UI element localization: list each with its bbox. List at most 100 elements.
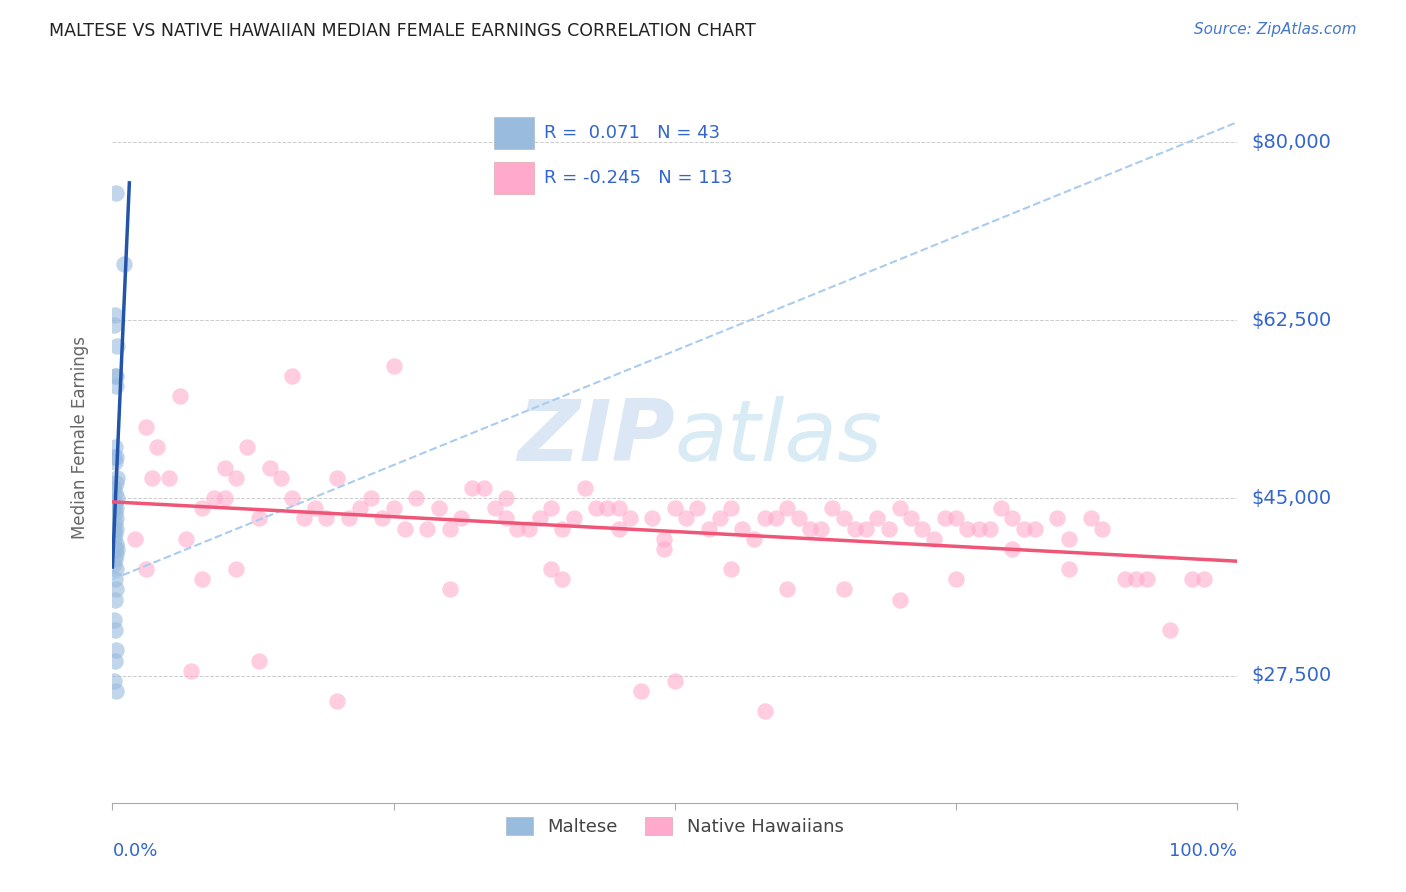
Point xyxy=(495,491,517,505)
Text: 0.0%: 0.0% xyxy=(112,842,157,860)
Point xyxy=(709,511,731,525)
Point xyxy=(754,705,776,719)
Point xyxy=(104,369,127,384)
Point xyxy=(461,481,484,495)
Point xyxy=(104,592,127,607)
Point xyxy=(990,501,1012,516)
Point xyxy=(799,521,821,535)
Point xyxy=(731,521,754,535)
Point xyxy=(1001,541,1024,556)
Point xyxy=(104,572,127,586)
Point xyxy=(1001,511,1024,525)
Y-axis label: Median Female Earnings: Median Female Earnings xyxy=(70,335,89,539)
Point xyxy=(832,582,855,597)
Point xyxy=(517,521,540,535)
Point xyxy=(1024,521,1046,535)
Point xyxy=(304,501,326,516)
Point xyxy=(889,501,911,516)
Point xyxy=(810,521,832,535)
Point xyxy=(104,475,127,490)
Point xyxy=(427,501,450,516)
Point xyxy=(956,521,979,535)
Point xyxy=(104,537,127,551)
Text: $45,000: $45,000 xyxy=(1251,489,1331,508)
Point xyxy=(574,481,596,495)
Point xyxy=(259,460,281,475)
Point xyxy=(1136,572,1159,586)
Point xyxy=(855,521,877,535)
Point xyxy=(326,471,349,485)
Point xyxy=(191,572,214,586)
Point xyxy=(104,521,127,535)
Point xyxy=(382,359,405,373)
Text: Source: ZipAtlas.com: Source: ZipAtlas.com xyxy=(1194,22,1357,37)
Point xyxy=(1057,562,1080,576)
Point xyxy=(124,532,146,546)
Point xyxy=(844,521,866,535)
Point xyxy=(585,501,607,516)
Point xyxy=(765,511,787,525)
Point xyxy=(103,450,125,465)
Point xyxy=(135,420,157,434)
Point xyxy=(787,511,810,525)
Point xyxy=(103,613,125,627)
Point xyxy=(191,501,214,516)
Point xyxy=(720,501,742,516)
Point xyxy=(439,582,461,597)
Point xyxy=(889,592,911,607)
Point xyxy=(103,673,125,688)
Point xyxy=(742,532,765,546)
Point xyxy=(337,511,360,525)
Point xyxy=(360,491,382,505)
Legend: Maltese, Native Hawaiians: Maltese, Native Hawaiians xyxy=(498,807,852,845)
Point xyxy=(776,501,799,516)
Point xyxy=(104,623,127,637)
Point xyxy=(934,511,956,525)
Point xyxy=(103,481,125,495)
Point xyxy=(103,532,125,546)
Point xyxy=(596,501,619,516)
Point xyxy=(1057,532,1080,546)
Point xyxy=(821,501,844,516)
Point xyxy=(652,541,675,556)
Point xyxy=(104,511,127,525)
Point xyxy=(664,673,686,688)
Point xyxy=(540,562,562,576)
Point xyxy=(540,501,562,516)
Point xyxy=(1080,511,1102,525)
Point xyxy=(484,501,506,516)
Text: 100.0%: 100.0% xyxy=(1170,842,1237,860)
Point xyxy=(529,511,551,525)
Point xyxy=(1159,623,1181,637)
Point xyxy=(247,654,270,668)
Point xyxy=(877,521,900,535)
Point xyxy=(105,338,128,352)
Point xyxy=(104,526,127,541)
Point xyxy=(104,541,127,556)
Point xyxy=(104,308,127,322)
Point xyxy=(866,511,889,525)
Point xyxy=(607,501,630,516)
Point xyxy=(945,572,967,586)
Point xyxy=(103,318,125,333)
Point xyxy=(967,521,990,535)
Point xyxy=(832,511,855,525)
Point xyxy=(416,521,439,535)
Point xyxy=(270,471,292,485)
Point xyxy=(103,521,125,535)
Point xyxy=(1012,521,1035,535)
Point xyxy=(382,501,405,516)
Point xyxy=(922,532,945,546)
Point xyxy=(551,572,574,586)
Point xyxy=(720,562,742,576)
Point xyxy=(1192,572,1215,586)
Point xyxy=(103,501,125,516)
Point xyxy=(247,511,270,525)
Point xyxy=(157,471,180,485)
Point xyxy=(439,521,461,535)
Point xyxy=(394,521,416,535)
Point xyxy=(1091,521,1114,535)
Point xyxy=(104,440,127,454)
Point xyxy=(945,511,967,525)
Point xyxy=(619,511,641,525)
